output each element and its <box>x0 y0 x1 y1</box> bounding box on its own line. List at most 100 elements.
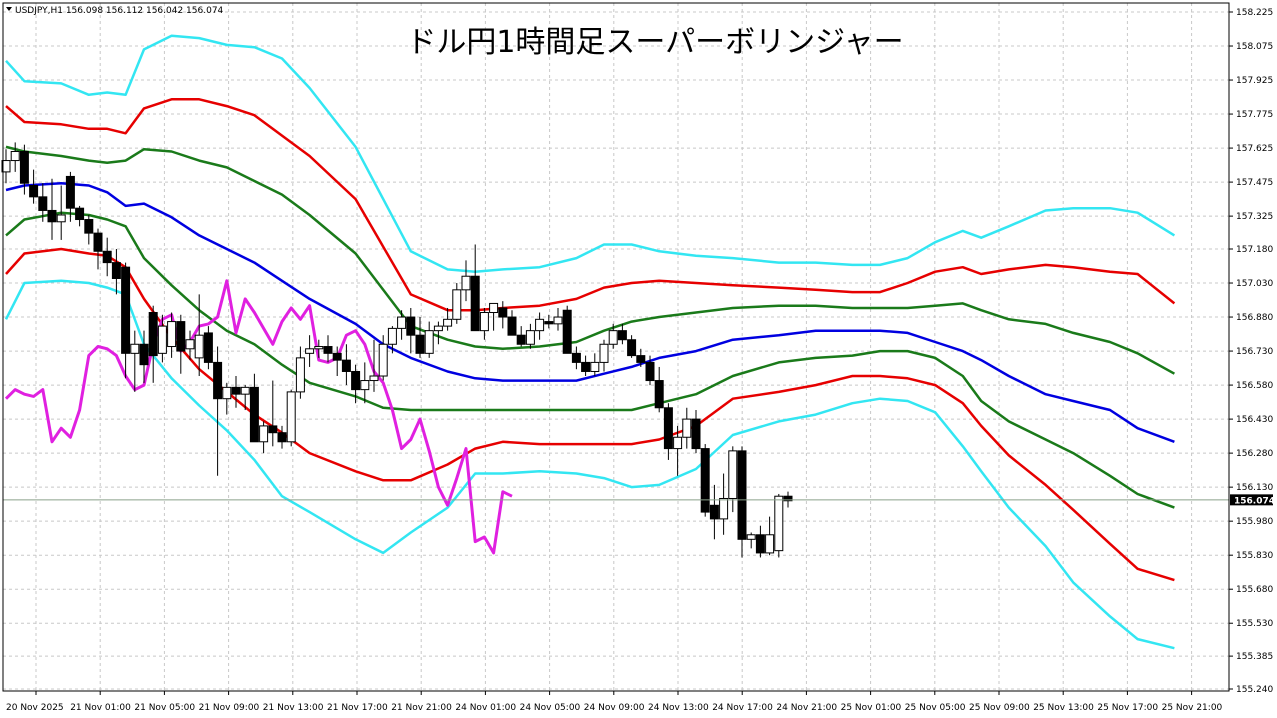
candle-body-bear <box>29 185 39 198</box>
candle-body-bull <box>553 316 563 325</box>
x-tick-label: 25 Nov 13:00 <box>1033 703 1094 713</box>
y-tick-label: 156.280 <box>1236 449 1273 459</box>
candle <box>295 346 305 399</box>
symbol-header: USDJPY,H1 156.098 156.112 156.042 156.07… <box>6 6 224 16</box>
candle-body-bull <box>167 321 177 348</box>
symbol-info: USDJPY,H1 156.098 156.112 156.042 156.07… <box>15 6 224 16</box>
candle-body-bear <box>663 407 673 450</box>
candle <box>516 326 526 347</box>
candle-body-bull <box>1 160 11 173</box>
y-tick-label: 156.130 <box>1236 483 1273 493</box>
x-tick-label: 25 Nov 17:00 <box>1097 703 1158 713</box>
candle-body-bull <box>259 425 269 443</box>
x-tick-label: 24 Nov 17:00 <box>712 703 773 713</box>
x-tick-label: 21 Nov 13:00 <box>263 703 324 713</box>
candle-body-bear <box>111 262 121 279</box>
candle <box>222 382 232 415</box>
y-tick-label: 157.325 <box>1236 212 1273 222</box>
candle <box>10 142 20 172</box>
candle <box>673 425 683 476</box>
candle-body-bear <box>507 316 517 336</box>
current-price-tag-bg <box>1230 494 1273 506</box>
candle-body-bull <box>10 150 20 162</box>
candle-body-bull <box>56 214 66 223</box>
candle <box>461 260 471 302</box>
candle <box>544 314 554 329</box>
candle <box>84 214 94 245</box>
candle <box>259 421 269 454</box>
candle-body-bull <box>608 330 618 345</box>
candle-body-bull <box>765 534 775 554</box>
candle <box>121 262 131 379</box>
x-tick-label: 20 Nov 2025 <box>6 703 64 713</box>
candle-body-bull <box>185 339 195 350</box>
candle <box>774 493 784 558</box>
candle <box>728 446 738 513</box>
dropdown-triangle-icon[interactable] <box>6 7 12 11</box>
candle-body-bull <box>387 327 397 345</box>
candle-body-bull <box>461 275 471 291</box>
candle <box>535 312 545 340</box>
candle-body-bear <box>562 309 572 354</box>
candle <box>627 335 637 358</box>
candle <box>590 353 600 377</box>
candle <box>581 355 591 377</box>
candle <box>443 307 453 331</box>
candle-body-bull <box>369 375 379 382</box>
candle <box>240 385 250 411</box>
candle-body-bull <box>130 343 140 354</box>
candle-body-bear <box>737 450 747 540</box>
candle <box>249 373 259 443</box>
candle <box>682 407 692 449</box>
candle-body-bull <box>360 380 370 391</box>
candle <box>93 228 103 270</box>
candle-body-bear <box>277 432 287 443</box>
candle <box>755 525 765 558</box>
y-tick-label: 156.730 <box>1236 347 1273 357</box>
candle-body-bear <box>498 307 508 318</box>
candle-body-bear <box>148 312 158 357</box>
y-tick-label: 156.430 <box>1236 415 1273 425</box>
x-tick-label: 24 Nov 05:00 <box>520 703 581 713</box>
candle <box>571 346 581 370</box>
candle <box>157 314 167 363</box>
y-tick-label: 155.980 <box>1236 517 1273 527</box>
candle <box>203 326 213 370</box>
candle-body-bear <box>700 448 710 513</box>
candle <box>75 205 85 227</box>
candle <box>332 346 342 377</box>
candle-body-bear <box>415 334 425 354</box>
candle-body-bear <box>268 425 278 434</box>
current-price-tag: 156.074 <box>1230 494 1275 506</box>
candle <box>663 403 673 460</box>
candle <box>397 310 407 340</box>
x-axis: 20 Nov 2025 21 Nov 01:00 21 Nov 05:00 21 No… <box>6 691 1223 713</box>
x-tick-label: 21 Nov 17:00 <box>327 703 388 713</box>
candle <box>19 144 29 195</box>
candle-body-bear <box>636 355 646 363</box>
band-+2σ <box>5 98 1176 312</box>
candle-body-bull <box>424 330 434 354</box>
x-tick-label: 21 Nov 21:00 <box>391 703 452 713</box>
y-tick-label: 158.225 <box>1236 8 1273 18</box>
candle-body-bear <box>176 321 186 352</box>
candle-body-bull <box>590 361 600 372</box>
y-axis: 158.225 158.075 157.925 157.775 157.625 157.4… <box>1229 8 1273 695</box>
y-tick-label: 156.880 <box>1236 313 1273 323</box>
candle-body-bull <box>479 312 489 332</box>
x-tick-label: 25 Nov 01:00 <box>841 703 902 713</box>
candle <box>452 283 462 324</box>
candle <box>369 339 379 392</box>
candle <box>314 339 324 358</box>
chart-title: ドル円1時間足スーパーボリンジャー <box>406 25 903 60</box>
candle-body-bear <box>571 352 581 363</box>
candle <box>176 314 186 374</box>
candle <box>378 335 388 381</box>
candle <box>194 294 204 377</box>
candle-body-bull <box>157 325 167 354</box>
candle-body-bull <box>535 318 545 332</box>
candle <box>479 307 489 340</box>
candle <box>286 389 296 447</box>
candle-body-bear <box>406 316 416 336</box>
